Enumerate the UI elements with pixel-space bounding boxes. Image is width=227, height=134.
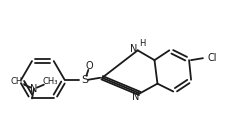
Text: N: N (129, 44, 137, 54)
Text: S: S (80, 75, 88, 85)
Text: H: H (139, 39, 145, 48)
Text: CH₃: CH₃ (10, 77, 26, 86)
Text: CH₃: CH₃ (42, 77, 57, 86)
Text: N: N (30, 84, 37, 94)
Text: Cl: Cl (206, 53, 216, 63)
Text: O: O (85, 61, 93, 71)
Text: N: N (131, 92, 139, 102)
